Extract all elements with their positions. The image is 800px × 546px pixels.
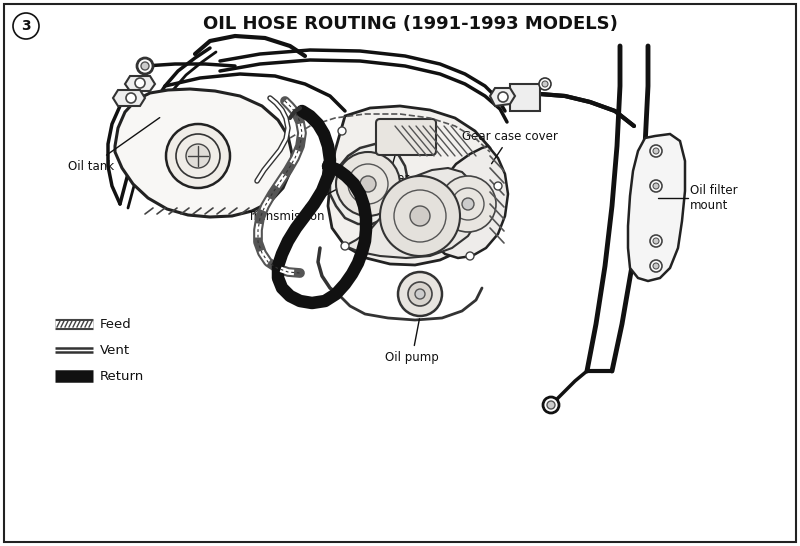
Circle shape (440, 176, 496, 232)
Polygon shape (125, 76, 155, 91)
Circle shape (398, 272, 442, 316)
Circle shape (650, 145, 662, 157)
Text: 3: 3 (21, 19, 31, 33)
Circle shape (380, 176, 460, 256)
Circle shape (336, 152, 400, 216)
Circle shape (542, 81, 548, 87)
Circle shape (547, 401, 555, 409)
Polygon shape (113, 90, 145, 106)
Circle shape (338, 127, 346, 135)
Circle shape (141, 62, 149, 70)
Text: Vent: Vent (100, 343, 130, 357)
Polygon shape (430, 146, 508, 258)
Circle shape (13, 13, 39, 39)
Circle shape (166, 124, 230, 188)
Circle shape (408, 282, 432, 306)
Circle shape (186, 144, 210, 168)
FancyBboxPatch shape (376, 119, 436, 155)
Circle shape (415, 289, 425, 299)
Polygon shape (490, 88, 515, 106)
Circle shape (410, 206, 430, 226)
Text: OIL HOSE ROUTING (1991-1993 MODELS): OIL HOSE ROUTING (1991-1993 MODELS) (202, 15, 618, 33)
Circle shape (543, 397, 559, 413)
Circle shape (494, 182, 502, 190)
Text: Gear case cover: Gear case cover (462, 129, 558, 164)
Polygon shape (328, 106, 498, 265)
Circle shape (498, 92, 508, 102)
Circle shape (650, 260, 662, 272)
Circle shape (135, 78, 145, 88)
Text: Starter: Starter (368, 141, 410, 185)
Circle shape (466, 252, 474, 260)
Polygon shape (345, 168, 480, 258)
Text: Transmission: Transmission (248, 179, 355, 223)
Polygon shape (628, 134, 685, 281)
Circle shape (653, 263, 659, 269)
Circle shape (126, 93, 136, 103)
Circle shape (653, 238, 659, 244)
Circle shape (137, 58, 153, 74)
Circle shape (650, 235, 662, 247)
Polygon shape (510, 84, 540, 111)
Circle shape (341, 242, 349, 250)
Circle shape (539, 78, 551, 90)
Polygon shape (115, 89, 292, 217)
Polygon shape (330, 144, 408, 224)
Text: Return: Return (100, 370, 144, 383)
Circle shape (650, 180, 662, 192)
Text: Oil pump: Oil pump (385, 319, 439, 364)
Text: Oil tank: Oil tank (68, 117, 160, 173)
Circle shape (653, 148, 659, 154)
Circle shape (360, 176, 376, 192)
Circle shape (462, 198, 474, 210)
Text: Oil filter
mount: Oil filter mount (690, 184, 738, 212)
Text: Feed: Feed (100, 318, 132, 330)
Circle shape (653, 183, 659, 189)
